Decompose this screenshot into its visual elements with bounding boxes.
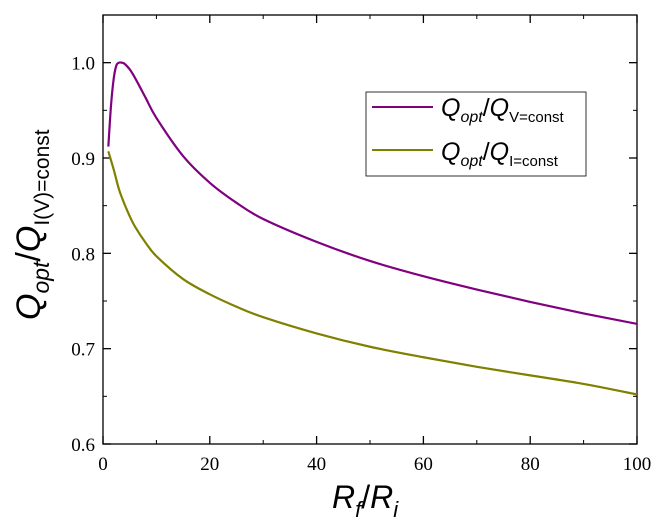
- legend-slash: /: [483, 94, 490, 122]
- y-tick-label: 0.8: [71, 244, 95, 265]
- x-tick-label: 100: [623, 454, 652, 475]
- x-tick-label: 40: [307, 454, 326, 475]
- y-axis-title: Qopt/QI(V)=const: [10, 129, 54, 320]
- y-title-sub-opt: opt: [28, 260, 54, 294]
- y-title-sub-const: I(V)=const: [31, 129, 54, 225]
- x-axis: 0 20 40 60 80 100: [98, 15, 651, 475]
- x-tick-label: 80: [521, 454, 540, 475]
- legend-q1: Q: [441, 94, 460, 122]
- x-tick-label: 0: [98, 454, 108, 475]
- legend-label-v-const: Qopt/QV=const: [441, 94, 565, 126]
- legend-sub-opt: opt: [460, 153, 483, 170]
- legend-sub-opt: opt: [460, 109, 483, 126]
- series-layer: [107, 61, 638, 396]
- y-tick-label: 0.6: [71, 435, 95, 456]
- legend-slash: /: [483, 138, 490, 166]
- y-title-q: Q: [10, 294, 48, 320]
- legend-label-i-const: Qopt/QI=const: [441, 138, 559, 170]
- x-title-r2: R: [370, 479, 393, 515]
- series-line-1: [107, 151, 638, 396]
- x-title-slash: /: [361, 479, 370, 515]
- legend-sub-v-const: V=const: [509, 109, 564, 126]
- x-title-r: R: [332, 479, 355, 515]
- y-tick-label: 0.9: [71, 149, 95, 170]
- x-title-sub-i: i: [393, 497, 399, 522]
- y-title-q2: Q: [10, 226, 48, 252]
- y-tick-label: 0.7: [71, 340, 95, 361]
- legend-q1: Q: [441, 138, 460, 166]
- y-tick-label: 1.0: [71, 54, 95, 75]
- x-tick-label: 60: [414, 454, 433, 475]
- legend: Qopt/QV=const Qopt/QI=const: [365, 91, 587, 177]
- y-title-slash: /: [10, 252, 48, 262]
- x-title-sub-f: f: [355, 497, 364, 522]
- y-axis: 0.6 0.7 0.8 0.9 1.0: [71, 14, 637, 456]
- legend-q2: Q: [490, 94, 509, 122]
- x-axis-title: Rf/Ri: [332, 479, 399, 522]
- legend-q2: Q: [490, 138, 509, 166]
- x-tick-label: 20: [200, 454, 219, 475]
- legend-sub-i-const: I=const: [509, 153, 559, 170]
- series-line-0: [107, 61, 638, 325]
